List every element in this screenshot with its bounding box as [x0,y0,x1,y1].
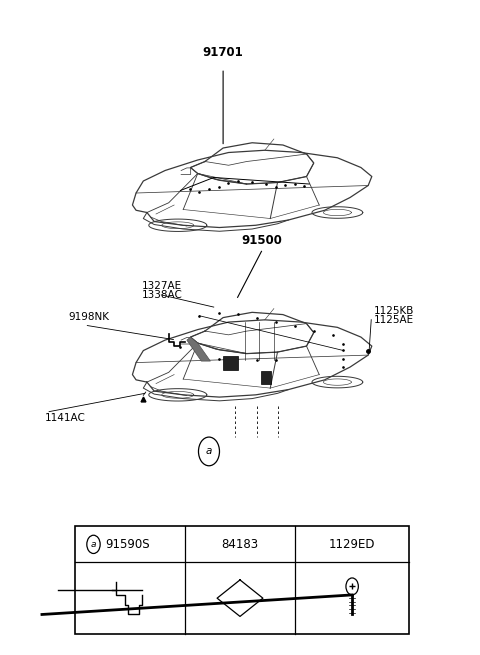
Polygon shape [187,337,210,361]
Text: 1125AE: 1125AE [373,315,414,325]
Bar [75,527,409,634]
Text: 91590S: 91590S [105,538,150,551]
Text: 91701: 91701 [203,46,243,59]
Bar [223,356,238,371]
Text: 1141AC: 1141AC [44,413,85,423]
Text: 1125KB: 1125KB [373,306,414,316]
Bar [261,371,271,384]
Text: 91500: 91500 [241,234,282,247]
Text: a: a [206,447,212,457]
Text: a: a [91,540,96,549]
Text: 1338AC: 1338AC [142,290,183,300]
Text: 1129ED: 1129ED [329,538,375,551]
Text: 9198NK: 9198NK [68,312,109,322]
Text: 84183: 84183 [221,538,259,551]
Text: 1327AE: 1327AE [142,281,182,291]
